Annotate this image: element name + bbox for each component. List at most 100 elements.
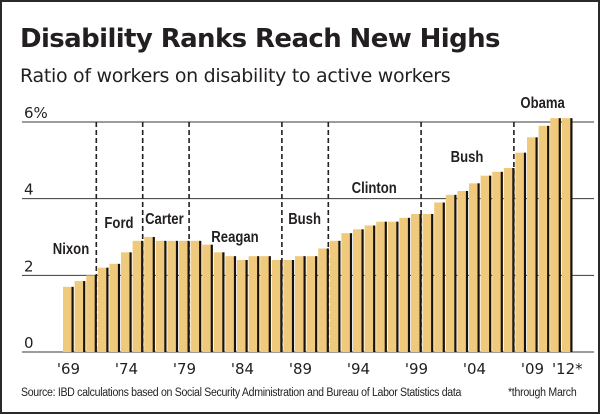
bar <box>248 256 258 352</box>
bars <box>63 118 573 353</box>
bar <box>341 233 351 352</box>
bar-shadow-edge <box>233 256 237 352</box>
bar-shadow-edge <box>268 256 271 352</box>
bar-shadow-edge <box>129 252 132 352</box>
bar-shadow-edge <box>407 217 411 352</box>
bar-shadow-edge <box>547 125 550 352</box>
bar <box>318 248 328 352</box>
administration-label: Bush <box>288 211 321 228</box>
bar-shadow-edge <box>558 118 561 353</box>
x-tick-label: '99 <box>405 360 428 378</box>
x-tick-label: '69 <box>57 360 80 378</box>
x-axis-labels: '69 '74 '79 '84 '89 '94 '99 '04 '09 '12* <box>57 360 583 378</box>
x-tick-label: '12* <box>552 360 583 378</box>
bar <box>353 229 362 352</box>
bar <box>306 256 316 352</box>
y-tick-label: 6% <box>24 104 48 122</box>
bar-shadow-edge <box>315 256 318 352</box>
administration-label: Obama <box>520 95 565 112</box>
bar <box>260 256 270 352</box>
bar-shadow-edge <box>442 202 445 352</box>
bar <box>74 281 84 352</box>
bar-shadow-edge <box>303 256 306 352</box>
x-tick-label: '04 <box>463 360 486 378</box>
bar-shadow-edge <box>431 214 434 352</box>
bar <box>213 252 223 352</box>
y-tick-label: 4 <box>24 181 34 199</box>
administration-label: Reagan <box>211 229 258 246</box>
bar <box>422 214 432 352</box>
x-tick-label: '94 <box>347 360 370 378</box>
bar-shadow-edge <box>141 240 144 352</box>
bar <box>167 240 177 352</box>
bar <box>469 183 478 352</box>
bar <box>515 152 525 352</box>
administration-label: Bush <box>451 149 484 166</box>
bar <box>387 221 397 352</box>
bar-shadow-edge <box>465 191 469 352</box>
bar-shadow-edge <box>257 256 260 352</box>
bar <box>538 125 548 352</box>
bar <box>271 260 281 352</box>
y-tick-label: 0 <box>24 334 34 352</box>
x-tick-label: '79 <box>173 360 196 378</box>
bar <box>561 118 571 353</box>
administration-labels: Nixon Ford Carter Reagan Bush Clinton Bush Obam… <box>53 95 566 258</box>
bar <box>399 217 409 352</box>
bar <box>179 240 188 352</box>
bar <box>97 267 107 352</box>
bar <box>283 260 293 352</box>
bar <box>364 225 374 352</box>
bar <box>237 260 246 352</box>
x-tick-label: '74 <box>115 360 138 378</box>
bar-shadow-edge <box>94 275 97 352</box>
bar-shadow-edge <box>152 237 155 352</box>
bar <box>376 221 386 352</box>
bar-shadow-edge <box>245 260 248 352</box>
bar-shadow-edge <box>384 221 387 352</box>
bar-shadow-edge <box>396 221 399 352</box>
bar-shadow-edge <box>477 183 480 352</box>
bar-shadow-edge <box>199 240 202 352</box>
bar <box>445 194 455 352</box>
bar <box>550 118 560 353</box>
bar <box>109 263 119 352</box>
y-tick-label: 2 <box>24 257 34 275</box>
bar <box>457 191 467 352</box>
bar <box>492 171 502 352</box>
footnote: *through March <box>507 387 577 399</box>
source-note: Source: IBD calculations based on Social… <box>21 387 462 399</box>
chart-title: Disability Ranks Reach New Highs <box>20 24 501 54</box>
bar <box>480 175 490 352</box>
x-tick-label: '09 <box>521 360 544 378</box>
bar <box>132 240 142 352</box>
bar-shadow-edge <box>164 240 167 352</box>
bar-shadow-edge <box>71 286 74 352</box>
bar-shadow-edge <box>291 260 295 352</box>
administration-label: Carter <box>145 211 184 228</box>
administration-label: Ford <box>104 215 133 232</box>
administration-dividers <box>95 122 515 354</box>
x-tick-label: '84 <box>231 360 254 378</box>
bar <box>225 256 235 352</box>
bar-shadow-edge <box>500 171 503 352</box>
bar-shadow-edge <box>175 240 179 352</box>
bar-shadow-edge <box>523 152 527 352</box>
administration-label: Nixon <box>53 241 89 258</box>
bar <box>411 214 420 352</box>
bar <box>503 168 513 352</box>
bar <box>190 240 200 352</box>
bar <box>434 202 444 352</box>
bar-shadow-edge <box>535 137 538 352</box>
bar <box>527 137 536 352</box>
bar <box>329 240 339 352</box>
bar-shadow-edge <box>373 225 376 352</box>
bar <box>295 256 304 352</box>
bar <box>121 252 130 352</box>
bar-shadow-edge <box>570 118 573 353</box>
bar-shadow-edge <box>361 229 364 352</box>
bar-shadow-edge <box>210 244 213 352</box>
y-axis-labels: 0 2 4 6% <box>24 104 48 352</box>
